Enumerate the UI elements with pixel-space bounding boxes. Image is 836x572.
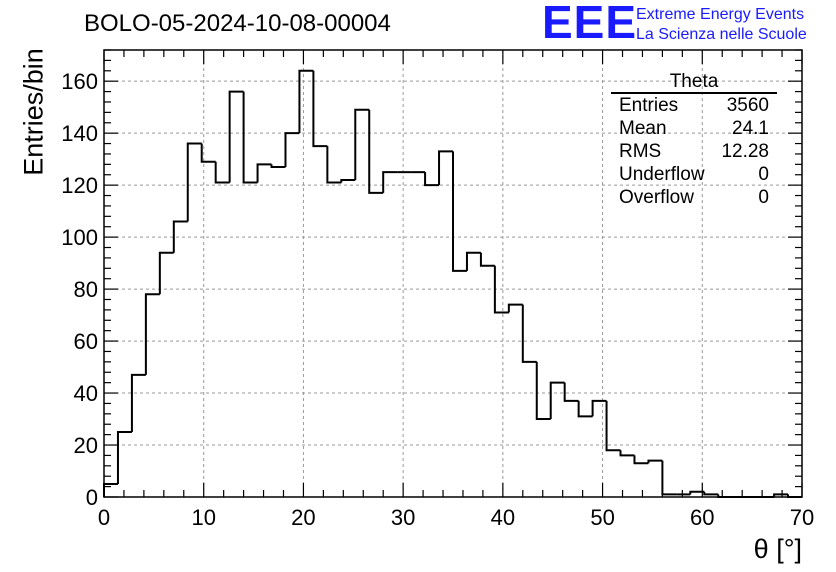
stats-value: 24.1 <box>732 118 769 139</box>
histogram-bin <box>382 171 398 193</box>
histogram-bin <box>340 178 356 183</box>
x-axis-label: θ [°] <box>753 534 802 564</box>
histogram-bin <box>535 361 551 421</box>
x-tick-label: 30 <box>391 505 415 530</box>
x-tick-label: 40 <box>491 505 515 530</box>
histogram-bin <box>689 490 705 495</box>
y-tick-label: 120 <box>61 173 98 198</box>
histogram-bin <box>130 373 146 433</box>
histogram-bin <box>633 455 649 465</box>
histogram-bin <box>158 251 174 295</box>
histogram-bin <box>661 460 677 496</box>
logo-mark: EEE <box>542 0 638 48</box>
histogram-bin <box>103 483 118 497</box>
histogram-bin <box>479 252 495 267</box>
histogram-bin <box>703 491 719 496</box>
chart-title: BOLO-05-2024-10-08-00004 <box>84 10 391 37</box>
logo-line-1: Extreme Energy Events <box>636 6 805 23</box>
stats-row-mean: Mean 24.1 <box>611 117 777 140</box>
histogram-bin <box>172 220 188 253</box>
stats-label: Mean <box>619 118 667 139</box>
x-tick-label: 10 <box>191 505 215 530</box>
histogram-bin <box>116 431 132 485</box>
stats-label: RMS <box>619 141 662 162</box>
histogram-bin <box>465 251 481 271</box>
logo-line-2: La Scienza nelle Scuole <box>636 26 807 43</box>
y-axis-label: Entries/bin <box>18 48 49 176</box>
y-tick-label: 80 <box>74 277 98 302</box>
x-tick-label: 50 <box>590 505 614 530</box>
y-tick-label: 40 <box>74 381 98 406</box>
stats-label: Entries <box>619 95 679 116</box>
y-tick-label: 60 <box>74 329 98 354</box>
histogram-bin <box>270 164 286 168</box>
y-tick-label: 140 <box>61 121 98 146</box>
histogram-bin <box>549 381 565 420</box>
histogram-bin <box>200 143 216 163</box>
histogram-bin <box>144 293 160 375</box>
histogram-bin <box>242 91 258 184</box>
histogram-bin <box>577 400 593 418</box>
x-tick-label: 0 <box>98 505 110 530</box>
plot-frame <box>103 49 803 498</box>
histogram-bin <box>214 161 230 184</box>
histogram-bin <box>354 108 370 180</box>
stats-value: 12.28 <box>721 141 769 162</box>
stats-label: Overflow <box>619 187 694 208</box>
stats-row-entries: Entries 3560 <box>611 94 777 117</box>
stats-box: Theta Entries 3560 Mean 24.1 RMS 12.28 U… <box>611 72 777 209</box>
stats-value: 0 <box>758 164 769 185</box>
y-tick-label: 100 <box>61 225 98 250</box>
plot-frame-rect <box>103 49 803 498</box>
histogram-bin <box>452 151 467 272</box>
histogram-bin <box>368 109 384 194</box>
histogram-bin <box>591 399 607 417</box>
stats-value: 0 <box>758 187 769 208</box>
histogram-bin <box>493 265 509 314</box>
histogram-bin <box>619 450 635 457</box>
histogram-bin <box>298 69 314 134</box>
histogram-bin <box>647 459 663 464</box>
histogram-bin <box>773 493 789 497</box>
y-tick-label: 0 <box>86 485 98 510</box>
stats-row-rms: RMS 12.28 <box>611 140 777 163</box>
histogram-bin <box>424 172 440 187</box>
stats-row-underflow: Underflow 0 <box>611 163 777 186</box>
stats-title: Theta <box>611 72 777 94</box>
histogram-bin <box>438 150 453 186</box>
histogram-bin <box>228 90 244 183</box>
histogram-series <box>103 69 802 498</box>
histogram-bin <box>256 163 272 183</box>
histogram-bin <box>186 142 202 222</box>
stats-value: 3560 <box>726 95 769 116</box>
histogram-bin <box>605 400 621 452</box>
histogram-bin <box>326 146 342 184</box>
histogram-bin <box>563 382 579 402</box>
x-tick-label: 20 <box>291 505 315 530</box>
axis-ticks <box>103 49 803 498</box>
stats-label: Underflow <box>619 164 705 185</box>
y-tick-label: 20 <box>74 433 98 458</box>
y-tick-label: 160 <box>61 69 98 94</box>
histogram-bin <box>507 303 523 313</box>
histogram-bin <box>521 304 537 363</box>
histogram-bin <box>312 70 328 148</box>
x-tick-label: 60 <box>690 505 714 530</box>
stats-row-overflow: Overflow 0 <box>611 186 777 209</box>
histogram-bin <box>284 132 300 167</box>
tick-labels: 0 10 20 30 40 50 60 70 0 20 40 60 80 100 120 140 160 <box>61 69 814 530</box>
x-tick-label: 70 <box>790 505 814 530</box>
